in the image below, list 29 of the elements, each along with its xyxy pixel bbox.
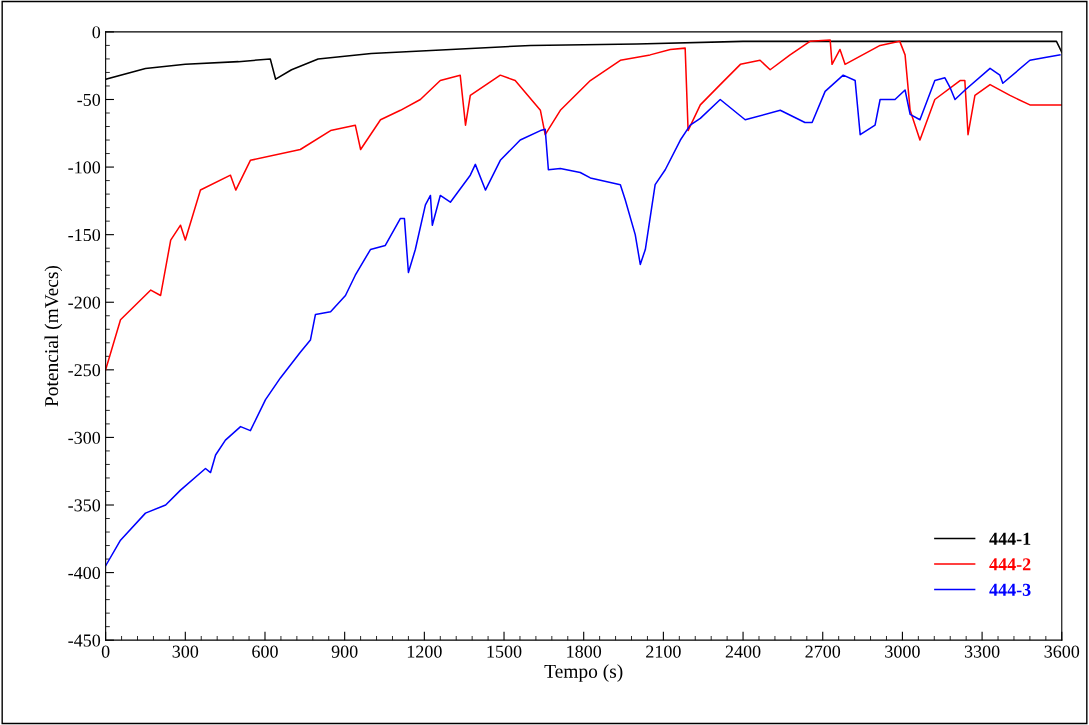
x-tick-label: 600 xyxy=(252,645,278,658)
y-tick-label: -450 xyxy=(68,634,101,647)
y-tick-label: -100 xyxy=(68,161,101,174)
y-tick-label: -250 xyxy=(68,364,101,377)
y-axis-title: Potencial (mVecs) xyxy=(44,265,63,407)
x-tick-label: 0 xyxy=(101,645,110,658)
x-tick-label: 1200 xyxy=(407,645,442,658)
line-series xyxy=(105,39,1062,371)
x-tick-label: 1500 xyxy=(487,645,522,658)
x-axis-title: Tempo (s) xyxy=(544,664,623,682)
y-tick-label: -300 xyxy=(68,431,101,444)
y-tick-label: -150 xyxy=(68,228,101,242)
x-tick-label: 300 xyxy=(172,645,199,658)
x-tick-label: 3300 xyxy=(964,645,1000,658)
x-tick-label: 2400 xyxy=(725,645,761,658)
y-tick-label: -350 xyxy=(68,499,101,512)
legend-label: 444-2 xyxy=(989,558,1031,571)
x-tick-label: 2100 xyxy=(646,645,681,658)
y-tick-label: -200 xyxy=(68,296,101,309)
legend-label: 444-3 xyxy=(989,583,1031,596)
x-tick-label: 1800 xyxy=(567,645,602,658)
y-tick-label: 0 xyxy=(92,26,101,39)
x-tick-label: 2700 xyxy=(805,645,841,658)
y-tick-label: -50 xyxy=(77,93,101,106)
x-tick-label: 3600 xyxy=(1044,645,1080,658)
y-tick-label: -400 xyxy=(68,566,101,580)
x-tick-label: 900 xyxy=(331,645,358,658)
x-tick-label: 3000 xyxy=(885,645,920,658)
legend-label: 444-1 xyxy=(989,532,1031,545)
